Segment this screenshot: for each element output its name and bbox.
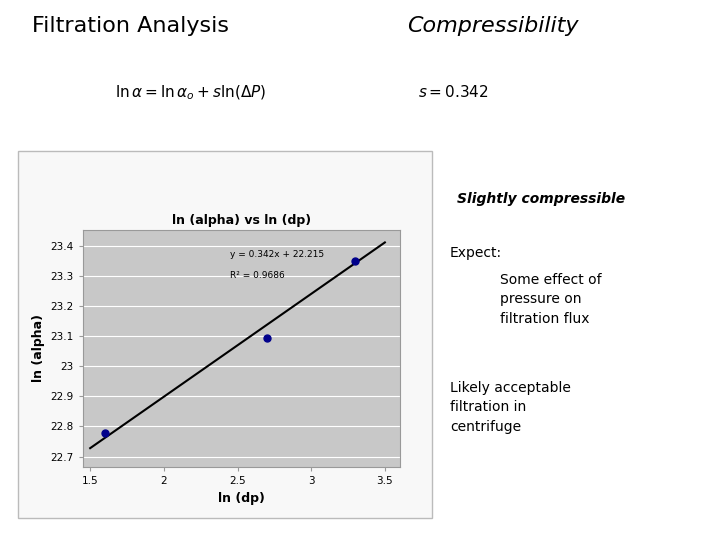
Title: ln (alpha) vs ln (dp): ln (alpha) vs ln (dp) bbox=[171, 214, 311, 227]
Point bbox=[99, 428, 111, 437]
Point bbox=[350, 256, 361, 265]
Text: R² = 0.9686: R² = 0.9686 bbox=[230, 271, 285, 280]
Point bbox=[261, 334, 273, 342]
Text: $\ln \alpha = \ln \alpha_o + s \ln(\Delta P)$: $\ln \alpha = \ln \alpha_o + s \ln(\Delt… bbox=[115, 84, 266, 102]
Text: $s = 0.342$: $s = 0.342$ bbox=[418, 84, 488, 100]
Text: Expect:: Expect: bbox=[450, 246, 502, 260]
X-axis label: ln (dp): ln (dp) bbox=[217, 492, 265, 505]
Text: Likely acceptable
filtration in
centrifuge: Likely acceptable filtration in centrifu… bbox=[450, 381, 571, 434]
Text: Compressibility: Compressibility bbox=[407, 16, 578, 36]
Text: y = 0.342x + 22.215: y = 0.342x + 22.215 bbox=[230, 249, 324, 259]
Text: Some effect of
pressure on
filtration flux: Some effect of pressure on filtration fl… bbox=[500, 273, 602, 326]
Text: Filtration Analysis: Filtration Analysis bbox=[32, 16, 230, 36]
Y-axis label: ln (alpha): ln (alpha) bbox=[32, 314, 45, 382]
Text: Slightly compressible: Slightly compressible bbox=[457, 192, 626, 206]
